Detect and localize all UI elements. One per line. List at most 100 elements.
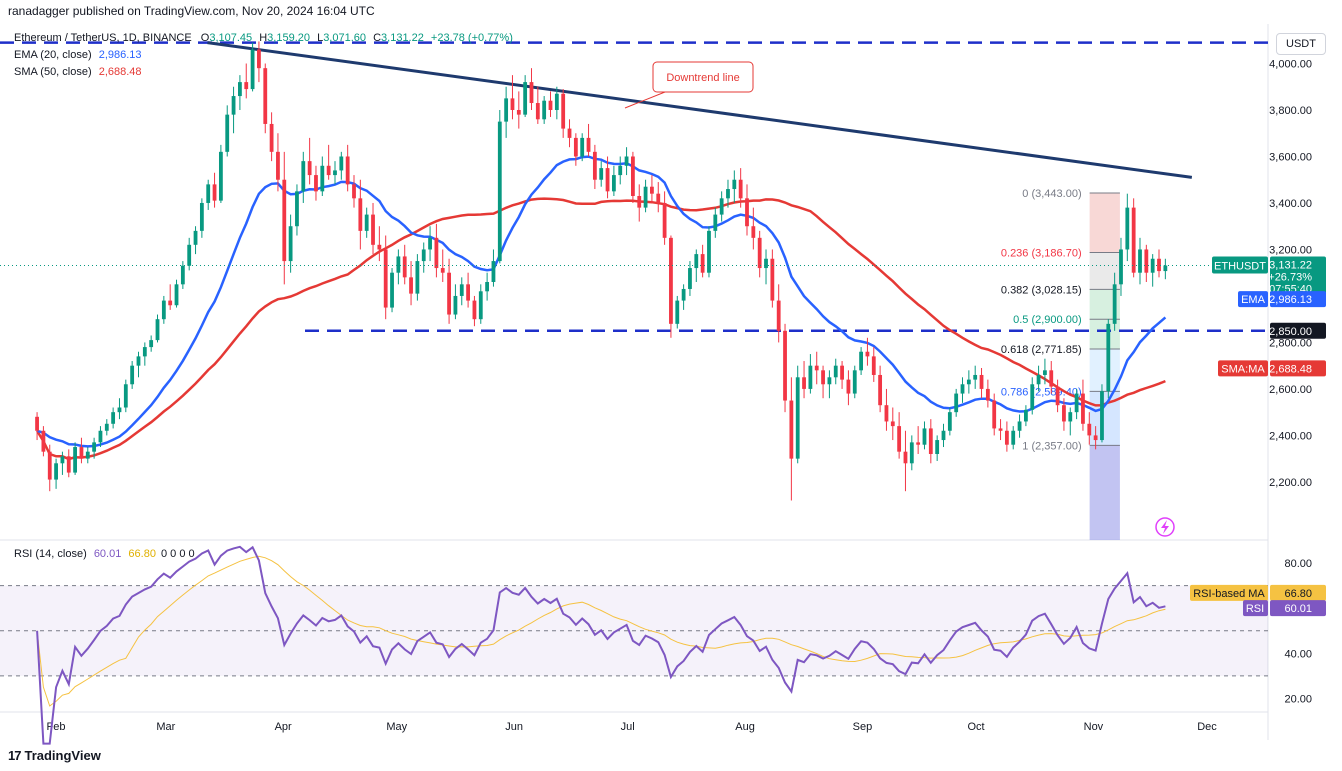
ema-legend-value: 2,986.13 <box>98 49 142 61</box>
fib-zone <box>1089 192 1120 253</box>
candle-body <box>827 377 832 385</box>
candle-body <box>535 103 540 120</box>
price-axis-tick: 2,200.00 <box>1269 477 1312 489</box>
fib-label: 0.382 (3,028.15) <box>1001 284 1082 296</box>
rsi-tag <box>1243 600 1268 617</box>
sma-legend-row: SMA (50, close) 2,688.48 <box>14 64 513 81</box>
candle-body <box>364 214 369 231</box>
candle-body <box>1043 370 1047 375</box>
candle-body <box>225 114 230 152</box>
candle-body <box>675 300 680 324</box>
candle-body <box>478 291 483 320</box>
candle-body <box>707 230 711 273</box>
candle-body <box>1049 370 1054 387</box>
price-axis-tick: 3,800.00 <box>1269 105 1312 117</box>
candle-body <box>1125 207 1130 250</box>
candle-body <box>326 165 331 176</box>
candle-body <box>859 351 863 371</box>
open-value: 3,107.45 <box>209 32 253 44</box>
open-label: O <box>200 32 210 44</box>
candle-body <box>776 300 781 331</box>
candle-body <box>345 156 350 185</box>
sma-price-tag <box>1270 360 1326 377</box>
candle-body <box>472 300 477 320</box>
candle-body <box>193 230 198 245</box>
candle-body <box>719 198 724 215</box>
annotation-text: Downtrend line <box>666 72 739 84</box>
price-axis-tick: 3,200.00 <box>1269 244 1312 256</box>
candle-body <box>1062 405 1066 422</box>
candle-body <box>821 370 825 385</box>
rsi-axis-tick: 40.00 <box>1284 648 1312 660</box>
footer-brand: 17 TradingView <box>8 748 101 763</box>
publish-info: ranadagger published on TradingView.com,… <box>8 4 375 18</box>
candle-body <box>992 400 997 429</box>
sma-price-label: 2,688.48 <box>1269 363 1312 375</box>
candle-body <box>415 261 420 294</box>
level-price-label: 2,850.00 <box>1269 326 1312 338</box>
candle-body <box>1093 435 1098 441</box>
low-label: L <box>317 32 324 44</box>
sma-tag <box>1218 360 1268 377</box>
sma-legend-value: 2,688.48 <box>98 66 142 78</box>
rsi-value-tag <box>1270 600 1326 617</box>
candle-body <box>713 214 718 231</box>
rsi-line <box>36 545 1166 745</box>
candle-body <box>136 356 141 366</box>
candle-body <box>485 282 490 292</box>
candle-body <box>1081 393 1085 424</box>
candle-body <box>402 256 407 278</box>
candle-body <box>497 121 502 262</box>
rsi-legend-value: 60.01 <box>93 548 122 560</box>
rsi-ma-legend-value: 66.80 <box>128 548 156 560</box>
time-axis-tick: Mar <box>156 721 175 733</box>
candle-body <box>726 189 730 199</box>
candle-body <box>307 161 312 176</box>
ema-20-line <box>36 155 1167 448</box>
candle-body <box>631 156 635 196</box>
time-axis-tick: Nov <box>1084 721 1104 733</box>
candle-body <box>1017 421 1022 431</box>
high-value: 3,159.20 <box>267 32 310 44</box>
candle-body <box>174 284 179 306</box>
candle-body <box>60 456 65 464</box>
candle-body <box>941 430 946 441</box>
candle-body <box>1106 323 1111 392</box>
candle-body <box>611 175 616 192</box>
candle-body <box>250 49 255 90</box>
candle-body <box>168 300 173 306</box>
candle-body <box>669 237 673 324</box>
candle-body <box>510 98 515 110</box>
fib-label: 0.786 (2,589.40) <box>1001 386 1082 398</box>
price-axis-tick: 2,800.00 <box>1269 337 1312 349</box>
fib-label: 0.5 (2,900.00) <box>1013 314 1082 326</box>
footer-brand-text: TradingView <box>24 748 101 763</box>
candle-body <box>554 93 559 110</box>
candle-body <box>1036 374 1041 385</box>
candle-body <box>783 330 787 401</box>
rsi-ma-tag-label: RSI-based MA <box>1193 588 1265 600</box>
rsi-ma-line <box>36 555 1166 707</box>
fib-zone <box>1089 252 1120 290</box>
candle-body <box>529 82 534 104</box>
ema-legend-row: EMA (20, close) 2,986.13 <box>14 47 513 64</box>
candle-body <box>833 365 838 378</box>
price-axis-tick: 3,600.00 <box>1269 151 1312 163</box>
candle-body <box>98 430 103 443</box>
candle-body <box>104 423 109 431</box>
last-price-label: 3,131.22 <box>1269 259 1312 271</box>
candle-body <box>35 416 39 431</box>
price-legend: Ethereum / TetherUS, 1D, BINANCE O3,107.… <box>14 30 513 81</box>
candle-body <box>897 426 902 452</box>
candle-body <box>757 237 762 269</box>
candle-body <box>1138 249 1142 273</box>
candle-body <box>979 374 984 389</box>
currency-button[interactable]: USDT <box>1276 33 1326 55</box>
last-symbol-label: ETHUSDT <box>1214 260 1266 272</box>
candle-body <box>973 374 978 380</box>
candle-body <box>573 137 578 157</box>
candle-body <box>282 179 287 262</box>
lightning-icon <box>1155 517 1175 537</box>
candle-body <box>149 340 154 348</box>
high-label: H <box>259 32 268 44</box>
